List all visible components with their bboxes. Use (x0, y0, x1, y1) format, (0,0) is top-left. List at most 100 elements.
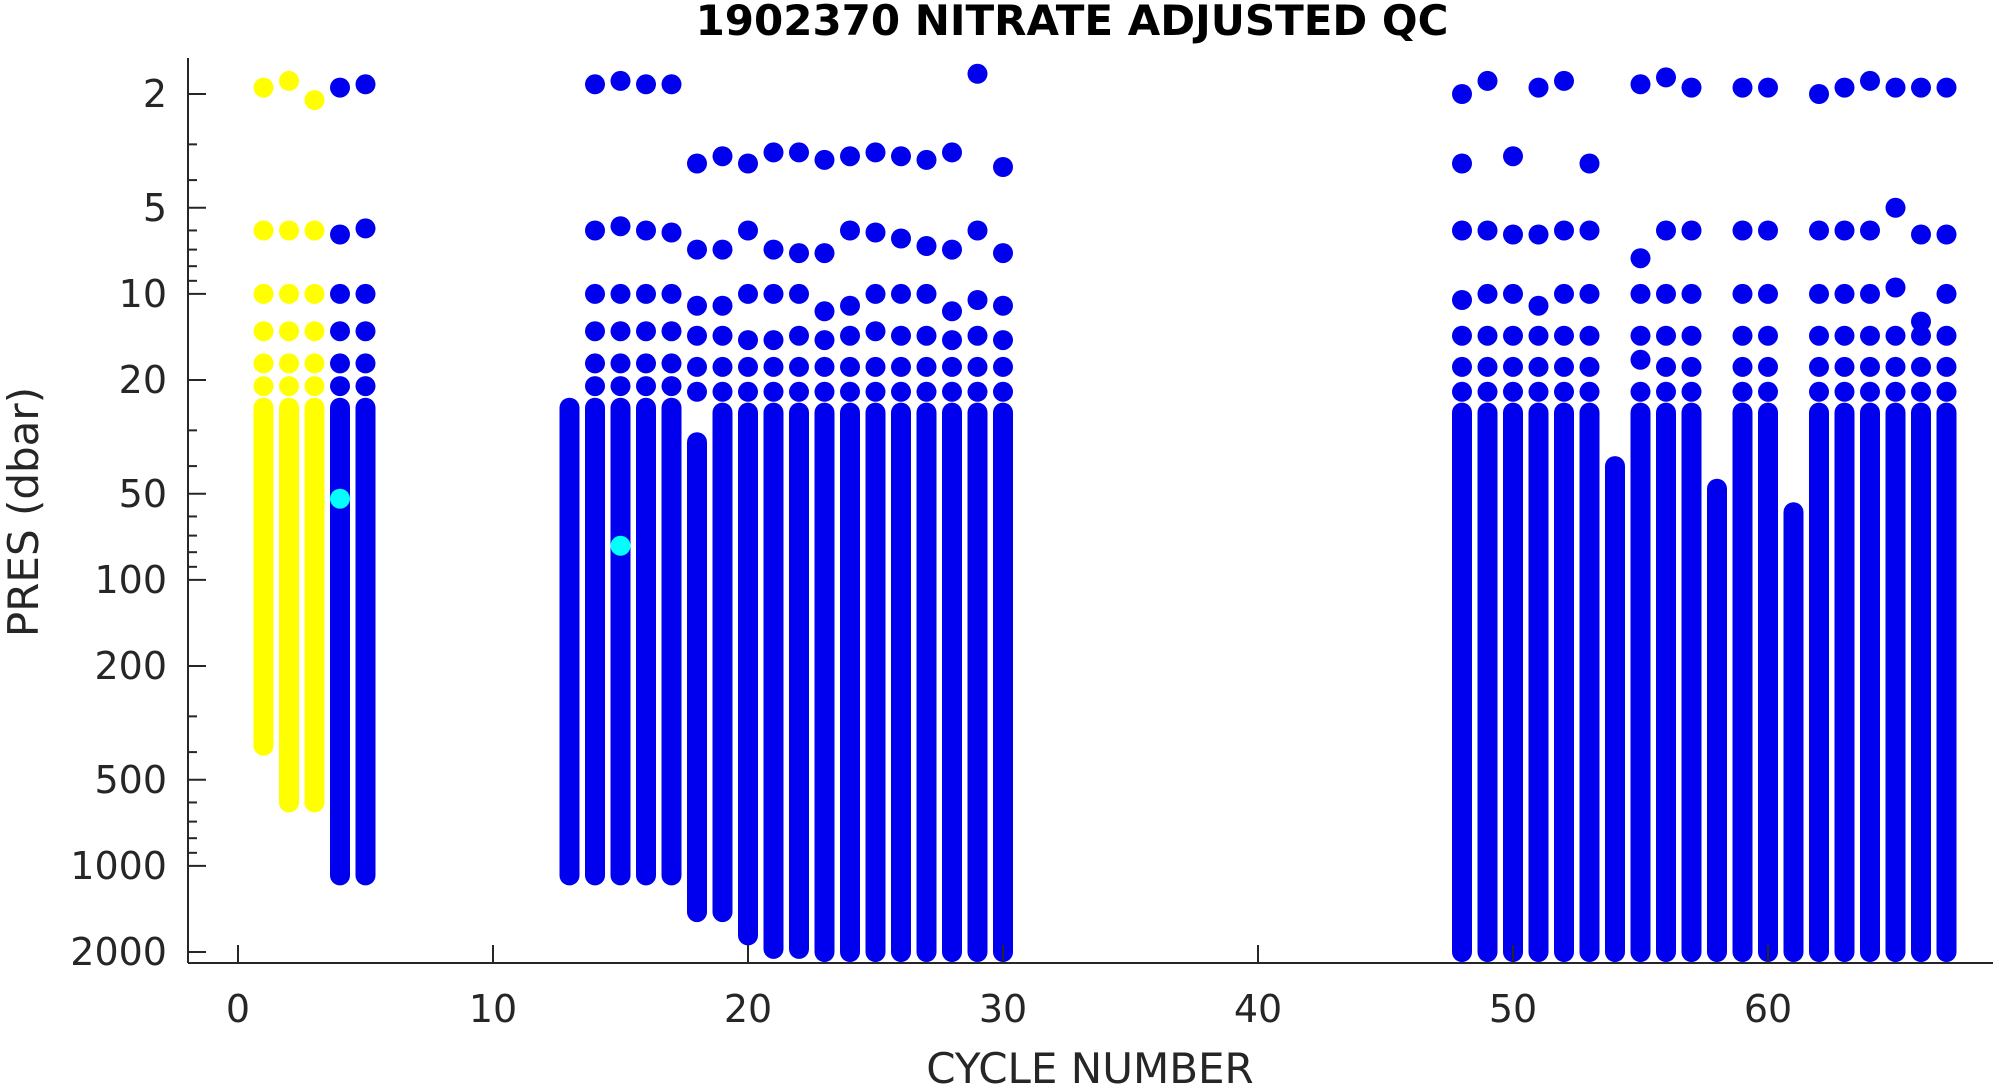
data-point (1528, 295, 1549, 316)
data-point (1681, 283, 1702, 304)
cycle-profile (1630, 74, 1651, 963)
profile-column (942, 402, 962, 963)
data-point (1809, 325, 1829, 346)
x-axis-label: CYCLE NUMBER (926, 1044, 1254, 1088)
data-point (814, 381, 835, 402)
data-point (330, 77, 350, 98)
data-point (610, 353, 631, 374)
cycle-profile (1732, 77, 1753, 963)
data-point (1809, 356, 1829, 377)
cycle-profile (1707, 478, 1727, 962)
data-point (865, 381, 886, 402)
data-point (585, 283, 605, 304)
data-point (661, 376, 682, 397)
data-point (916, 149, 937, 170)
data-point (687, 356, 707, 377)
data-point (891, 356, 911, 377)
cycle-profile (636, 74, 656, 886)
data-point (661, 222, 682, 243)
y-tick-label: 2000 (70, 930, 167, 974)
data-point (916, 236, 937, 256)
data-point (712, 146, 733, 167)
y-tick-label: 50 (119, 472, 167, 516)
profile-column (840, 402, 860, 963)
data-point (1477, 381, 1498, 402)
data-point (1732, 220, 1753, 241)
data-point (661, 74, 682, 95)
data-point (1860, 70, 1880, 91)
data-point (1911, 356, 1931, 377)
data-point (1860, 356, 1880, 377)
data-point (1834, 283, 1855, 304)
data-point (253, 321, 274, 342)
data-point (1758, 220, 1778, 241)
data-point (1860, 220, 1880, 241)
profile-column (1809, 402, 1829, 963)
data-point (1911, 311, 1931, 332)
data-point (1503, 283, 1523, 304)
cycle-profile (1503, 146, 1523, 963)
data-point (355, 321, 376, 342)
data-point (355, 283, 376, 304)
data-point (636, 74, 656, 95)
data-point (865, 356, 886, 377)
data-point (253, 353, 274, 374)
data-point (1936, 77, 1957, 98)
cycle-profile (687, 153, 707, 923)
data-point (891, 228, 911, 249)
data-point (1477, 325, 1498, 346)
data-point (687, 239, 707, 260)
data-point (789, 243, 809, 264)
plot-marks (253, 63, 1957, 963)
data-point (916, 283, 937, 304)
data-point (942, 356, 962, 377)
data-point (1554, 220, 1574, 241)
data-point (1885, 197, 1906, 218)
profile-column (1834, 402, 1855, 963)
data-point (1758, 381, 1778, 402)
profile-column (636, 397, 656, 886)
data-point (1911, 325, 1931, 346)
data-point (636, 353, 656, 374)
data-point (967, 381, 988, 402)
data-point (1452, 325, 1472, 346)
data-point (865, 142, 886, 163)
data-point (891, 325, 911, 346)
data-point-qc (330, 488, 350, 509)
data-point (1911, 224, 1931, 245)
profile-column (1783, 502, 1804, 962)
data-point (814, 330, 835, 351)
data-point (585, 353, 605, 374)
data-point (1834, 356, 1855, 377)
data-point (253, 77, 274, 98)
data-point (687, 325, 707, 346)
data-point (1503, 325, 1523, 346)
data-point (1452, 220, 1472, 241)
data-point (1758, 283, 1778, 304)
data-point (763, 356, 784, 377)
data-point (1452, 381, 1472, 402)
x-tick-label: 10 (469, 987, 517, 1031)
data-point (1885, 356, 1906, 377)
data-point (763, 239, 784, 260)
data-point (1656, 325, 1676, 346)
data-point (253, 376, 274, 397)
cycle-profile (1681, 77, 1702, 963)
y-tick-label: 20 (119, 358, 167, 402)
data-point (1732, 325, 1753, 346)
profile-column (1503, 402, 1523, 963)
data-point (304, 283, 325, 304)
data-point (1834, 325, 1855, 346)
data-point (1579, 220, 1600, 241)
profile-column (610, 397, 631, 886)
data-point (1656, 67, 1676, 88)
profile-column (355, 397, 376, 886)
data-point (330, 321, 350, 342)
data-point (1681, 77, 1702, 98)
data-point (610, 283, 631, 304)
profile-column (1452, 402, 1472, 963)
profile-column (1860, 402, 1880, 963)
data-point (1579, 381, 1600, 402)
data-point (712, 295, 733, 316)
data-point (814, 301, 835, 322)
